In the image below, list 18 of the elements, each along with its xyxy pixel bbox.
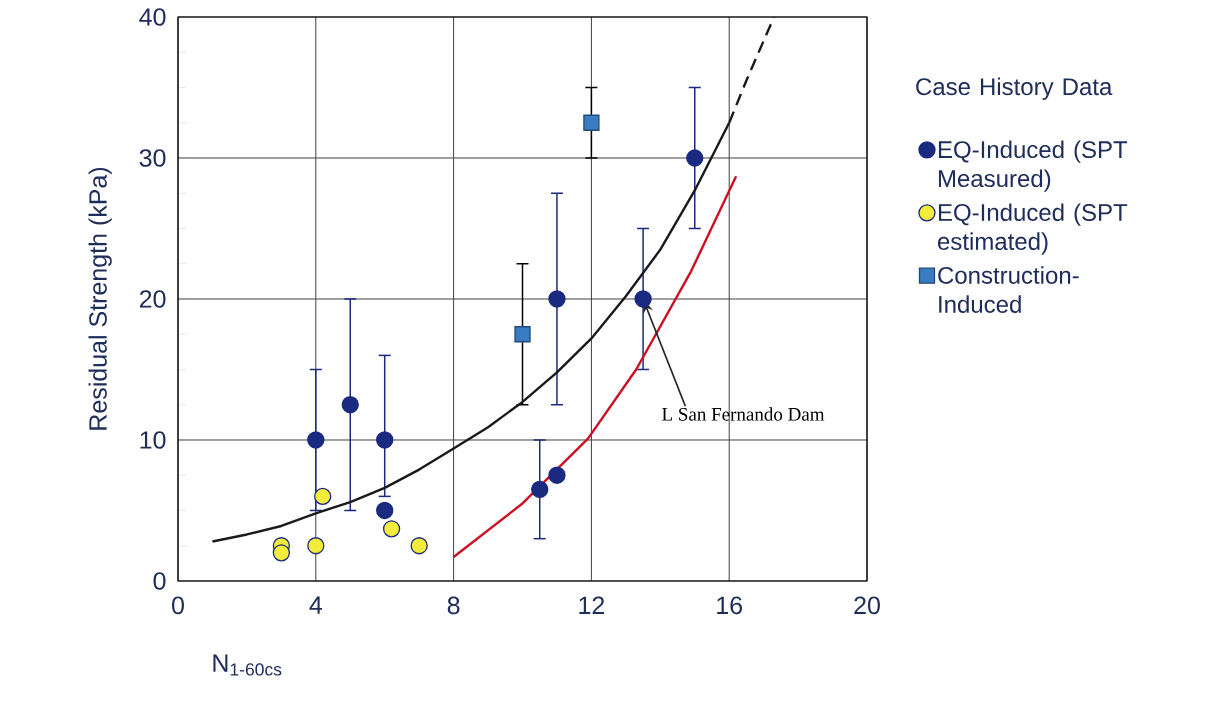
x-tick-label: 4 (309, 596, 323, 614)
x-tick-label: 20 (854, 596, 880, 615)
x-tick-label: 16 (717, 596, 742, 615)
legend-title: Case History Data (916, 77, 1113, 100)
x-tick-label: 8 (447, 596, 460, 615)
y-tick-label: 20 (139, 290, 166, 308)
y-tick-label: 30 (139, 149, 166, 167)
y-tick-label: 0 (153, 572, 166, 590)
y-tick-label: 40 (139, 8, 166, 26)
annotation: L San Fernando Dam (662, 407, 825, 421)
x-tick-label: 12 (579, 596, 605, 614)
x-axis-title: N$_{1-60cs}$ (213, 654, 282, 676)
y-axis-title: Residual Strength (kPa) (88, 167, 112, 430)
legend-label: Construction-Induced (938, 266, 1079, 313)
legend-label: EQ-Induced (SPT Measured) (938, 140, 1128, 192)
legend-label: EQ-Induced (SPT estimated) (938, 203, 1128, 255)
x-tick-label: 0 (172, 596, 184, 615)
y-tick-label: 10 (140, 431, 166, 449)
